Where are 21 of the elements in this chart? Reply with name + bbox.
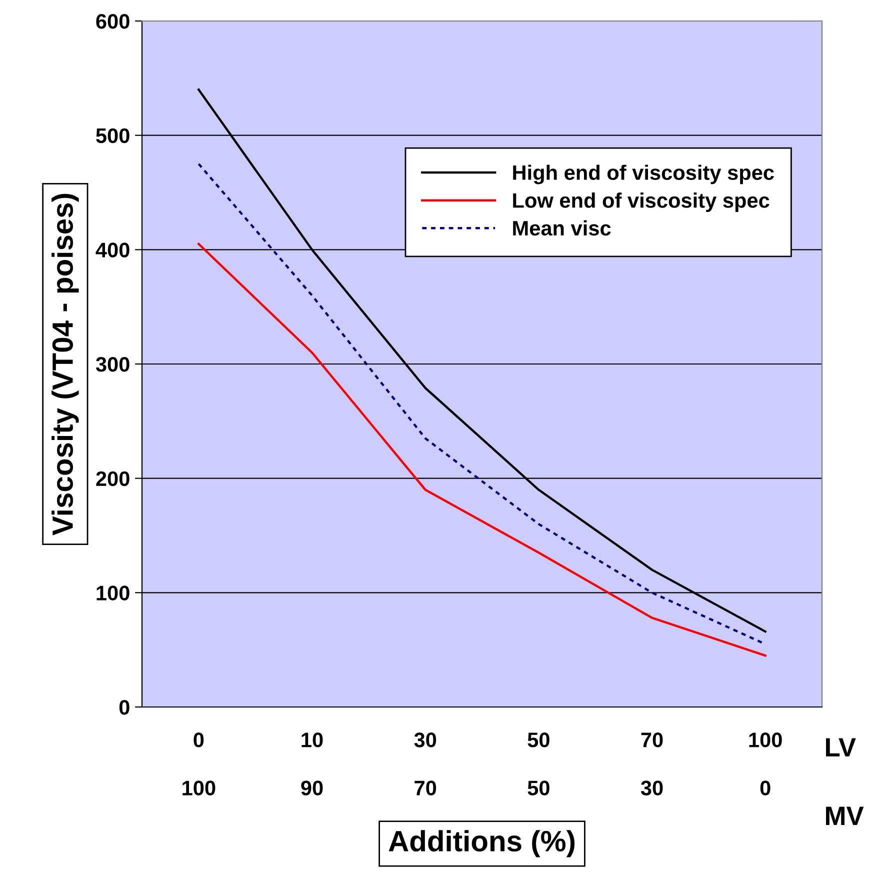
y-tick-label: 100 <box>96 586 130 600</box>
category-label: 70 30 <box>640 732 663 796</box>
text: MV <box>826 806 864 825</box>
legend-label: Low end of viscosity spec <box>513 192 770 212</box>
y-tick-label: 300 <box>96 357 130 372</box>
y-tick-label: 500 <box>96 128 130 144</box>
text: LV <box>826 738 856 756</box>
y-tick-label: 200 <box>96 471 130 486</box>
category-label: 50 50 <box>528 732 550 796</box>
category-label: 10 90 <box>301 732 323 796</box>
y-tick-label: 0 <box>119 700 130 715</box>
line-series <box>198 242 766 657</box>
y-tick-label: 600 <box>96 14 130 29</box>
category-label: 30 70 <box>414 732 436 796</box>
legend-label: High end of viscosity spec <box>513 164 774 184</box>
category-label: 100 0 <box>749 732 782 796</box>
legend-label: Mean visc <box>513 220 611 236</box>
y-tick-label: 400 <box>96 242 130 258</box>
category-label: 0 100 <box>182 732 216 796</box>
y-axis-title: Viscosity (VT04 - poises) <box>52 194 79 536</box>
x-axis-title: Additions (%) <box>388 830 575 858</box>
